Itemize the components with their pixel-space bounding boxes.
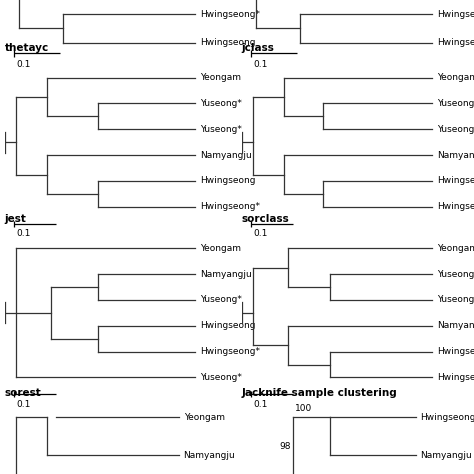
Text: Hwingseong*: Hwingseong* <box>420 413 474 421</box>
Text: Yuseong*: Yuseong* <box>200 373 242 382</box>
Text: Yuseong*: Yuseong* <box>200 295 242 304</box>
Text: Namyangju: Namyangju <box>437 151 474 160</box>
Text: Yeongam: Yeongam <box>200 244 241 253</box>
Text: Yuseong*: Yuseong* <box>437 99 474 108</box>
Text: Yeongam: Yeongam <box>437 244 474 253</box>
Text: Hwingseong: Hwingseong <box>437 202 474 211</box>
Text: 0.1: 0.1 <box>253 60 268 69</box>
Text: thetayc: thetayc <box>5 43 49 53</box>
Text: Hwingseong: Hwingseong <box>200 321 255 330</box>
Text: Namyangju: Namyangju <box>200 151 252 160</box>
Text: Yuseong*: Yuseong* <box>437 295 474 304</box>
Text: 0.1: 0.1 <box>16 229 31 238</box>
Text: 0.1: 0.1 <box>253 400 268 409</box>
Text: Hwingseong*: Hwingseong* <box>437 10 474 18</box>
Text: jest: jest <box>5 214 27 224</box>
Text: Yeongam: Yeongam <box>200 73 241 82</box>
Text: Namyangju: Namyangju <box>420 451 472 459</box>
Text: Hwingseong*: Hwingseong* <box>437 176 474 185</box>
Text: sorest: sorest <box>5 388 42 398</box>
Text: Hwingseong*: Hwingseong* <box>437 347 474 356</box>
Text: Hwingseong: Hwingseong <box>437 38 474 47</box>
Text: Hwingseong*: Hwingseong* <box>200 202 260 211</box>
Text: Namyangju: Namyangju <box>183 451 235 459</box>
Text: Jacknife sample clustering: Jacknife sample clustering <box>242 388 398 398</box>
Text: Hwingseong: Hwingseong <box>200 176 255 185</box>
Text: 98: 98 <box>279 442 291 451</box>
Text: sorclass: sorclass <box>242 214 290 224</box>
Text: Namyangju: Namyangju <box>200 270 252 279</box>
Text: Yeongam: Yeongam <box>437 73 474 82</box>
Text: 0.1: 0.1 <box>16 400 31 409</box>
Text: Yuseong*: Yuseong* <box>437 125 474 134</box>
Text: Hwingseong*: Hwingseong* <box>200 347 260 356</box>
Text: 0.1: 0.1 <box>16 60 31 69</box>
Text: 100: 100 <box>295 404 312 413</box>
Text: jclass: jclass <box>242 43 274 53</box>
Text: Yuseong*: Yuseong* <box>437 270 474 279</box>
Text: Hwingseong*: Hwingseong* <box>200 10 260 18</box>
Text: 0.1: 0.1 <box>253 229 268 238</box>
Text: Hwingseong: Hwingseong <box>437 373 474 382</box>
Text: Hwingseong: Hwingseong <box>200 38 255 47</box>
Text: Yuseong*: Yuseong* <box>200 125 242 134</box>
Text: Yeongam: Yeongam <box>183 413 225 421</box>
Text: Namyangju: Namyangju <box>437 321 474 330</box>
Text: Yuseong*: Yuseong* <box>200 99 242 108</box>
